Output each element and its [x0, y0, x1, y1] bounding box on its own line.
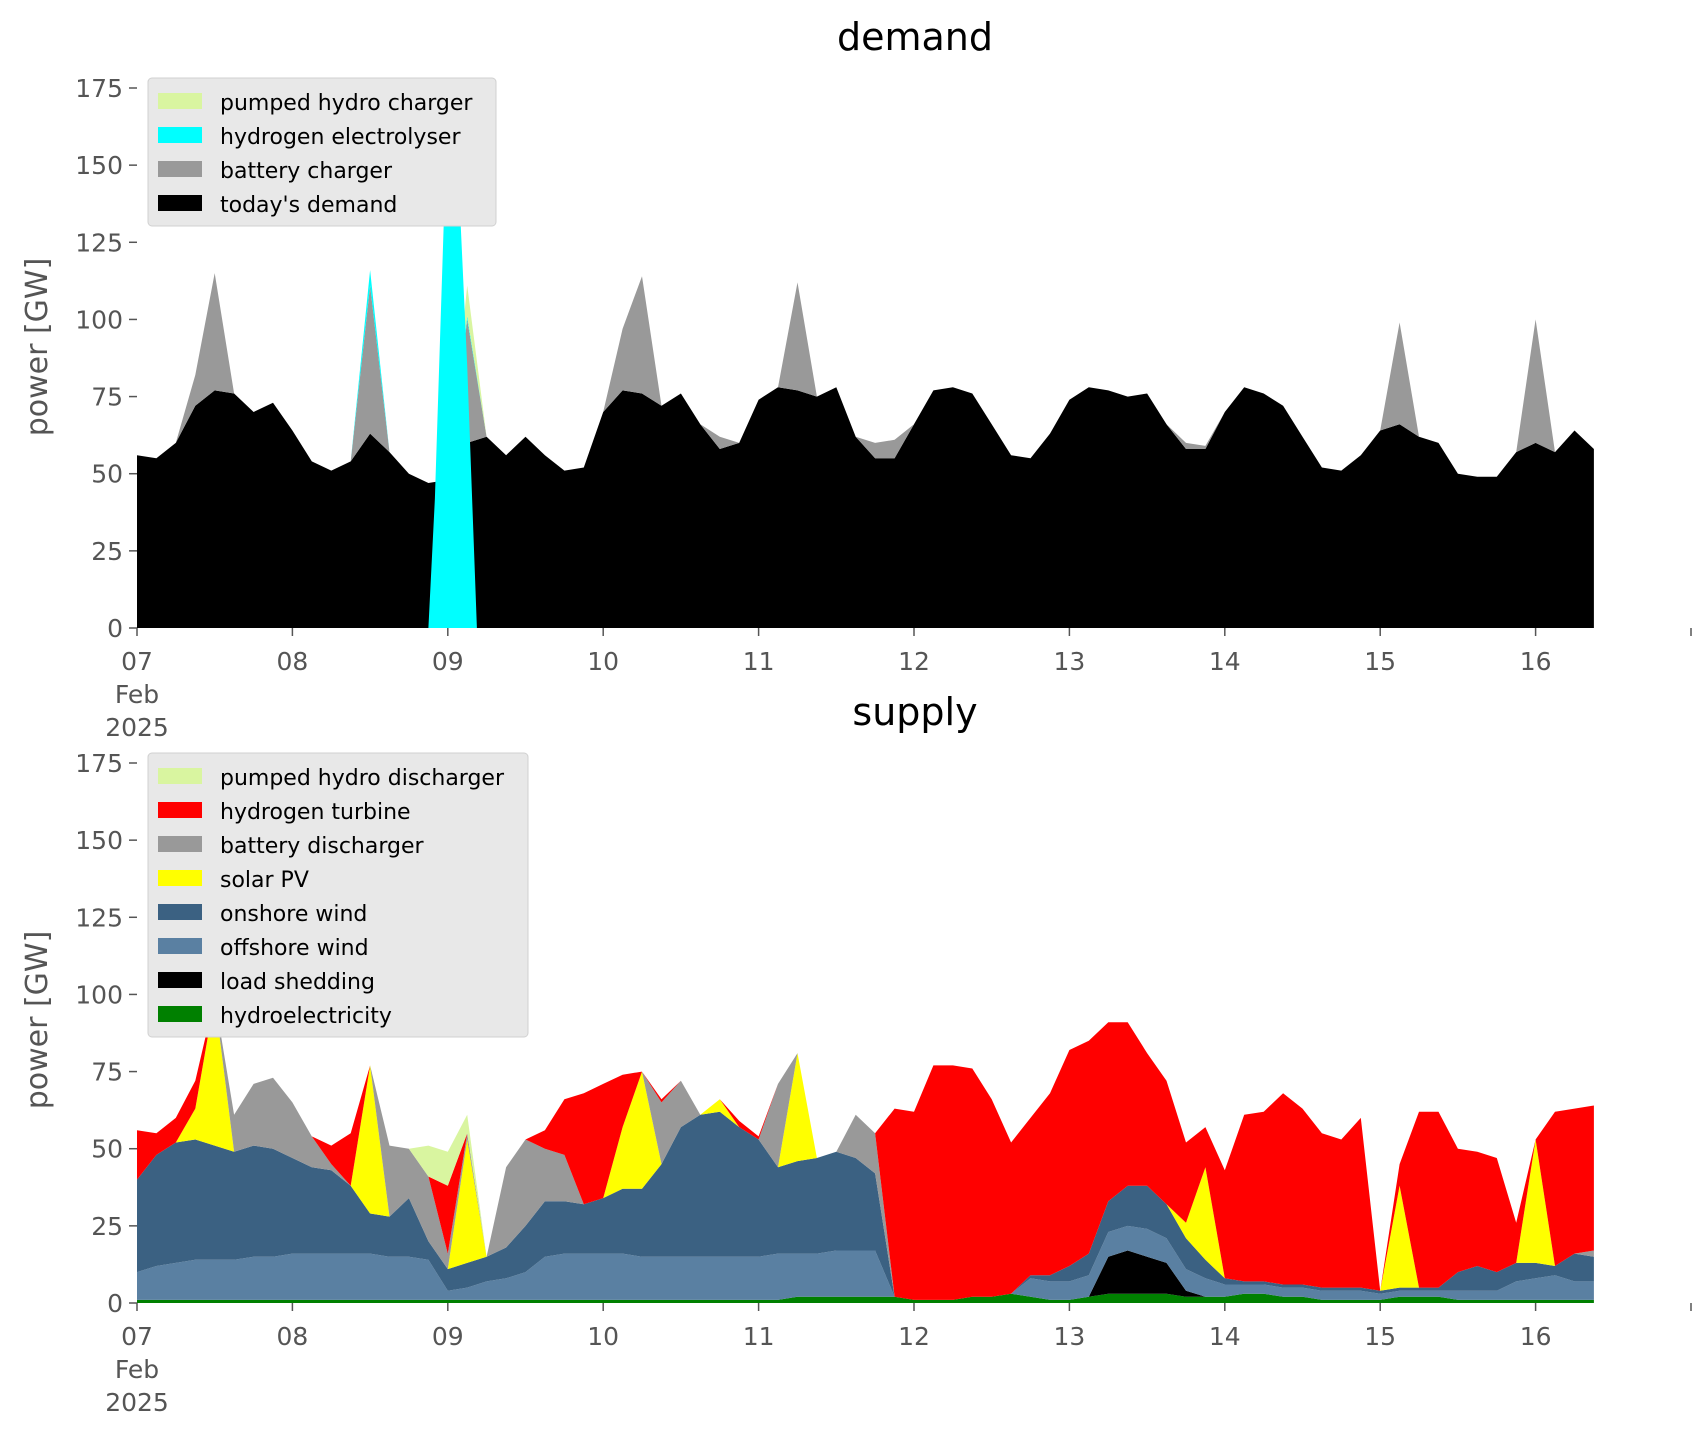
demand-x-tick-label: 11 — [743, 647, 775, 676]
supply-legend-swatch-battery-discharger — [158, 836, 202, 852]
demand-axes: 0 25 50 75 100 125 150 175 07 08 09 10 11 12 13 14 15 16 F… — [75, 74, 1692, 742]
supply-y-axis-label: power [GW] — [20, 931, 55, 1110]
supply-legend-swatch-onshore-wind — [158, 904, 202, 920]
demand-legend: pumped hydro charger hydrogen electrolyse… — [147, 77, 497, 227]
supply-areas — [137, 997, 1594, 1303]
demand-x-tick-label: 16 — [1520, 647, 1552, 676]
supply-x-tick-label: 13 — [1053, 1322, 1085, 1351]
supply-y-tick-label: 0 — [107, 1289, 123, 1318]
demand-legend-label-battery-charger: battery charger — [220, 159, 393, 184]
demand-area-battery-charger — [137, 273, 1594, 483]
demand-y-tick-label: 50 — [91, 460, 123, 489]
demand-legend-swatch-hydrogen-electrolyser — [158, 127, 202, 143]
supply-legend-label-pumped-hydro-discharger: pumped hydro discharger — [220, 766, 505, 791]
supply-y-tick-label: 25 — [91, 1212, 123, 1241]
demand-x-tick-label: 10 — [587, 647, 619, 676]
supply-title: supply — [852, 690, 977, 734]
supply-area-battery-discharger — [137, 997, 1594, 1300]
demand-x-tick-label: 09 — [432, 647, 464, 676]
supply-legend-swatch-offshore-wind — [158, 938, 202, 954]
demand-x-tick-label: 12 — [898, 647, 930, 676]
supply-y-tick-label: 125 — [75, 903, 123, 932]
demand-legend-swatch-today-s-demand — [158, 195, 202, 211]
supply-x-tick-label: 15 — [1364, 1322, 1396, 1351]
supply-legend-label-offshore-wind: offshore wind — [220, 936, 369, 961]
demand-legend-label-pumped-hydro-charger: pumped hydro charger — [220, 91, 473, 116]
demand-x-tick-sublabel: 2025 — [105, 713, 169, 742]
supply-x-tick-sublabel: 2025 — [105, 1388, 169, 1417]
supply-legend-label-load-shedding: load shedding — [220, 970, 375, 995]
demand-x-tick-label: 15 — [1364, 647, 1396, 676]
supply-x-tick-label: 11 — [743, 1322, 775, 1351]
demand-legend-swatch-battery-charger — [158, 161, 202, 177]
supply-y-tick-label: 175 — [75, 749, 123, 778]
supply-legend-label-battery-discharger: battery discharger — [220, 834, 425, 859]
supply-area-offshore-wind — [137, 1225, 1594, 1300]
demand-y-tick-label: 75 — [91, 383, 123, 412]
supply-x-tick-label: 16 — [1520, 1322, 1552, 1351]
demand-legend-label-today-s-demand: today's demand — [220, 193, 397, 218]
demand-x-tick-label: 07 — [121, 647, 153, 676]
demand-x-tick-label: 08 — [276, 647, 308, 676]
supply-legend-label-onshore-wind: onshore wind — [220, 902, 367, 927]
supply-area-onshore-wind — [137, 1111, 1594, 1300]
supply-area-hydroelectricity — [137, 1293, 1594, 1303]
demand-y-tick-label: 0 — [107, 614, 123, 643]
supply-x-tick-label: 07 — [121, 1322, 153, 1351]
demand-x-tick-sublabel: Feb — [115, 680, 159, 709]
demand-legend-box — [147, 77, 497, 227]
demand-legend-swatch-pumped-hydro-charger — [158, 93, 202, 109]
supply-legend-swatch-solar-pv — [158, 870, 202, 886]
demand-area-today-s-demand — [137, 387, 1594, 628]
supply-legend-label-hydrogen-turbine: hydrogen turbine — [220, 800, 411, 825]
demand-title: demand — [837, 15, 993, 59]
supply-x-tick-label: 12 — [898, 1322, 930, 1351]
supply-y-tick-label: 100 — [75, 980, 123, 1009]
supply-y-tick-label: 50 — [91, 1135, 123, 1164]
supply-x-tick-label: 14 — [1209, 1322, 1241, 1351]
demand-x-tick-label: 14 — [1209, 647, 1241, 676]
supply-legend-swatch-hydroelectricity — [158, 1006, 202, 1022]
supply-legend-swatch-pumped-hydro-discharger — [158, 768, 202, 784]
demand-y-tick-label: 150 — [75, 151, 123, 180]
supply-x-tick-sublabel: Feb — [115, 1355, 159, 1384]
demand-legend-label-hydrogen-electrolyser: hydrogen electrolyser — [220, 125, 461, 150]
demand-area-hydrogen-electrolyser-peak — [428, 97, 477, 629]
supply-y-tick-label: 75 — [91, 1058, 123, 1087]
demand-x-tick-label: 13 — [1053, 647, 1085, 676]
supply-area-hydrogen-turbine — [137, 997, 1594, 1300]
supply-legend-label-solar-pv: solar PV — [220, 868, 309, 893]
supply-legend-box — [147, 752, 529, 1038]
supply-x-tick-label: 10 — [587, 1322, 619, 1351]
supply-x-tick-label: 09 — [432, 1322, 464, 1351]
demand-y-tick-label: 125 — [75, 228, 123, 257]
supply-y-tick-label: 150 — [75, 826, 123, 855]
demand-y-axis-label: power [GW] — [20, 258, 55, 437]
supply-axes: 0 25 50 75 100 125 150 175 07 08 09 10 11 12 13 14 15 16 F… — [75, 749, 1692, 1417]
supply-legend-swatch-load-shedding — [158, 972, 202, 988]
demand-y-tick-label: 100 — [75, 305, 123, 334]
supply-legend-swatch-hydrogen-turbine — [158, 802, 202, 818]
demand-areas — [137, 97, 1594, 629]
demand-y-tick-label: 175 — [75, 74, 123, 103]
demand-y-tick-label: 25 — [91, 537, 123, 566]
supply-legend-label-hydroelectricity: hydroelectricity — [220, 1004, 392, 1029]
supply-legend: pumped hydro discharger hydrogen turbine b… — [147, 752, 529, 1038]
supply-x-tick-label: 08 — [276, 1322, 308, 1351]
